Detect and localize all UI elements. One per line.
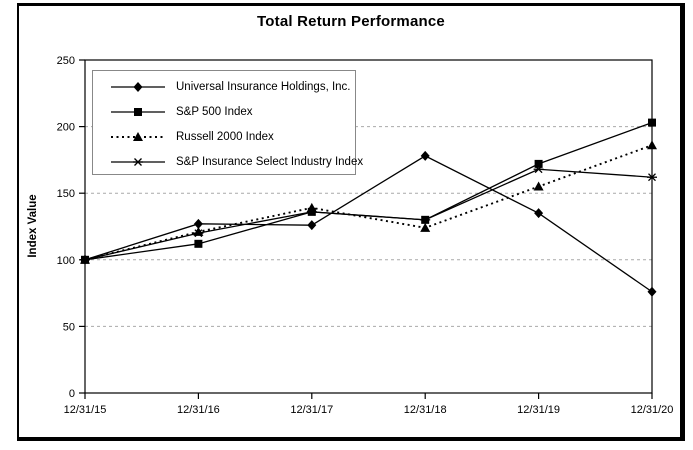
x-tick-label: 12/31/16 — [177, 404, 220, 416]
triangle-marker-icon — [420, 222, 431, 232]
series-line — [84, 155, 653, 293]
diamond-marker-icon — [307, 220, 317, 231]
asterisk-marker-icon — [306, 207, 317, 216]
series-s-p-insurance-select-industry-index — [80, 165, 657, 264]
triangle-marker-icon — [533, 181, 544, 191]
asterisk-marker-icon — [133, 157, 143, 166]
legend-label: S&P 500 Index — [176, 105, 253, 118]
asterisk-marker-icon — [193, 229, 204, 238]
square-marker-icon — [134, 107, 142, 116]
legend-item-s-p-500-index: S&P 500 Index — [109, 99, 355, 124]
x-tick-label: 12/31/18 — [404, 404, 447, 416]
diamond-marker-icon — [193, 218, 203, 229]
legend-item-russell-2000-index: Russell 2000 Index — [109, 124, 355, 149]
y-tick-label: 0 — [69, 388, 75, 400]
y-tick-label: 250 — [57, 55, 75, 67]
diamond-marker-icon — [534, 208, 544, 219]
x-tick-label: 12/31/19 — [517, 404, 560, 416]
chart-title: Total Return Performance — [257, 13, 445, 30]
x-tick-label: 12/31/20 — [631, 404, 674, 416]
square-marker-icon — [648, 118, 656, 127]
y-tick-label: 50 — [63, 321, 75, 333]
legend-item-universal-insurance-holdings-inc: Universal Insurance Holdings, Inc. — [109, 74, 355, 99]
asterisk-marker-icon — [80, 255, 90, 264]
triangle-marker-icon — [647, 140, 657, 150]
asterisk-marker-icon — [420, 215, 431, 224]
x-tick-label: 12/31/17 — [290, 404, 333, 416]
y-tick-label: 100 — [57, 255, 75, 267]
x-tick-label: 12/31/15 — [64, 404, 107, 416]
legend-label: Russell 2000 Index — [176, 130, 274, 143]
plot-border — [84, 59, 653, 394]
series-universal-insurance-holdings-inc — [80, 150, 657, 297]
square-marker-icon — [194, 239, 203, 248]
y-tick-label: 150 — [57, 188, 75, 200]
legend: Universal Insurance Holdings, Inc. S&P 50… — [92, 70, 363, 175]
diamond-marker-icon — [420, 150, 430, 161]
asterisk-marker-icon — [533, 165, 544, 174]
legend-item-s-p-insurance-select-industry-index: S&P Insurance Select Industry Index — [109, 149, 363, 174]
square-line-sample — [111, 107, 165, 116]
triangle-marker-icon — [133, 131, 143, 141]
legend-label: S&P Insurance Select Industry Index — [176, 155, 364, 168]
diamond-marker-icon — [133, 81, 143, 92]
triangle-marker-icon — [306, 202, 317, 212]
legend-label: Universal Insurance Holdings, Inc. — [176, 80, 351, 93]
square-marker-icon — [534, 159, 543, 168]
asterisk-line-sample — [111, 157, 165, 166]
y-tick-label: 200 — [57, 122, 75, 134]
series-line — [84, 168, 653, 261]
asterisk-marker-icon — [647, 173, 657, 182]
triangle-line-sample — [111, 131, 165, 141]
diamond-marker-icon — [647, 286, 657, 297]
chart-frame — [17, 3, 685, 441]
diamond-line-sample — [111, 81, 165, 92]
